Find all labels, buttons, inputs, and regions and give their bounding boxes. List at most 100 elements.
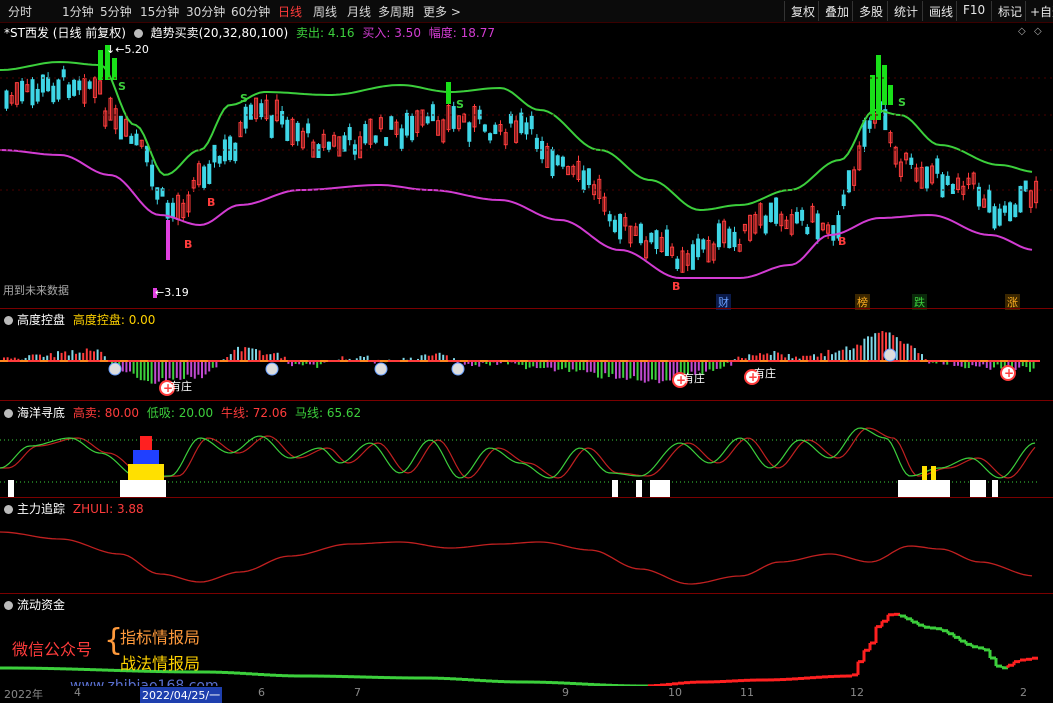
gaodu-bar (316, 361, 318, 368)
month-tick: 9 (562, 686, 569, 699)
gaodu-bar (572, 361, 574, 369)
gaodu-bar (748, 354, 750, 361)
gaodu-bar (575, 361, 577, 372)
period-tab-fenshi[interactable]: 分时 (8, 3, 32, 20)
gaodu-bar (154, 361, 156, 384)
candle-body (494, 125, 497, 133)
fuquan-button[interactable]: 复权 (784, 1, 821, 21)
month-tick: 2 (1020, 686, 1027, 699)
high-price-marker: ↓←5.20 (106, 43, 149, 56)
gaodu-bar (910, 346, 912, 361)
candle-body (47, 78, 50, 91)
gaodu-bar (615, 361, 617, 379)
cup-icon (884, 349, 896, 361)
candle-body (296, 123, 299, 140)
annotation-youzhuang-3: 有庄 (754, 365, 776, 381)
candle-body (842, 195, 845, 206)
plus-sign: + (1004, 366, 1014, 380)
period-tab-multi[interactable]: 多周期 (378, 3, 414, 20)
indicator-toggle-icon[interactable] (134, 29, 143, 38)
bottom-signal-block (650, 480, 670, 498)
period-tab-weekly[interactable]: 周线 (313, 3, 337, 20)
gaodu-bar (874, 333, 876, 361)
indicator-toggle-icon[interactable] (4, 409, 13, 418)
gaodu-bar (633, 361, 635, 376)
gaodu-bar (835, 352, 837, 361)
stock-title[interactable]: *ST西发 (日线 前复权) (4, 26, 126, 40)
indicator-name[interactable]: 趋势买卖(20,32,80,100) (151, 26, 289, 40)
gaodu-bar (269, 354, 271, 361)
gaodu-bar (143, 361, 145, 380)
candle-body (993, 207, 996, 228)
annotation-youzhuang-1: 有庄 (170, 378, 192, 394)
period-tab-60min[interactable]: 60分钟 (231, 3, 270, 20)
selected-date-box[interactable]: 2022/04/25/一 (140, 687, 222, 703)
gaodu-bar (1015, 361, 1017, 370)
haiyang-chart[interactable] (0, 418, 1053, 498)
candle-body (249, 105, 252, 119)
panel-separator (0, 593, 1053, 594)
add-favorite-button[interactable]: +自选 (1025, 1, 1053, 21)
draw-line-button[interactable]: 画线 (922, 1, 959, 21)
period-tab-more[interactable]: 更多 > (423, 3, 461, 20)
gaodu-bar (93, 351, 95, 361)
gaodu-bar (709, 361, 711, 369)
gaodu-bar (597, 361, 599, 378)
candle-body (619, 214, 622, 238)
gaodu-bar (550, 361, 552, 368)
candle-body (764, 216, 767, 233)
gaodu-chart[interactable]: ++++ (0, 325, 1053, 400)
mark-button[interactable]: 标记 (991, 1, 1028, 21)
zhuli-chart[interactable] (0, 514, 1053, 594)
gaodu-bar (986, 361, 988, 368)
panel-settings-icon[interactable]: ◇ (1034, 26, 1042, 37)
period-tab-15min[interactable]: 15分钟 (140, 3, 179, 20)
liudong-chart[interactable] (0, 610, 1053, 686)
candle-body (775, 198, 778, 223)
stats-button[interactable]: 统计 (887, 1, 924, 21)
gaodu-bar (561, 361, 563, 369)
gaodu-bar (133, 361, 135, 374)
gaodu-bar (79, 353, 81, 361)
tower-red-block (140, 436, 152, 450)
sell-signal-text: S (456, 98, 464, 111)
gaodu-bar (205, 361, 207, 374)
candle-body (52, 86, 55, 101)
period-tab-monthly[interactable]: 月线 (347, 3, 371, 20)
indicator-toggle-icon[interactable] (4, 601, 13, 610)
gaodu-bar (277, 353, 279, 361)
multi-stock-button[interactable]: 多股 (852, 1, 889, 21)
buy-value: 买入: 3.50 (362, 26, 421, 40)
gaodu-bar (719, 361, 721, 369)
gaodu-bar (629, 361, 631, 378)
period-tab-5min[interactable]: 5分钟 (100, 3, 132, 20)
overlay-button[interactable]: 叠加 (818, 1, 855, 21)
gaodu-bar (100, 352, 102, 361)
month-tick: 7 (354, 686, 361, 699)
gaodu-bar (525, 361, 527, 369)
candle-body (213, 145, 216, 162)
gaodu-bar (161, 361, 163, 378)
sell-signal-bar (98, 50, 103, 80)
period-tab-30min[interactable]: 30分钟 (186, 3, 225, 20)
period-tab-daily[interactable]: 日线 (278, 3, 302, 20)
gaodu-bar (921, 354, 923, 361)
candle-body (57, 80, 60, 99)
period-tab-1min[interactable]: 1分钟 (62, 3, 94, 20)
gaodu-bar (903, 344, 905, 361)
indicator-toggle-icon[interactable] (4, 316, 13, 325)
f10-button[interactable]: F10 (956, 1, 991, 21)
candle-body (665, 230, 668, 255)
buy-signal-text: B (838, 235, 846, 248)
indicator-toggle-icon[interactable] (4, 505, 13, 514)
diamond-icon[interactable]: ◇ (1018, 26, 1026, 37)
gaodu-bar (565, 361, 567, 368)
gaodu-bar (57, 351, 59, 361)
candle-body (639, 224, 642, 242)
gaodu-bar (640, 361, 642, 381)
candle-body (405, 113, 408, 135)
gaodu-bar (813, 354, 815, 361)
gaodu-bar (125, 361, 127, 372)
candle-body (353, 145, 356, 154)
